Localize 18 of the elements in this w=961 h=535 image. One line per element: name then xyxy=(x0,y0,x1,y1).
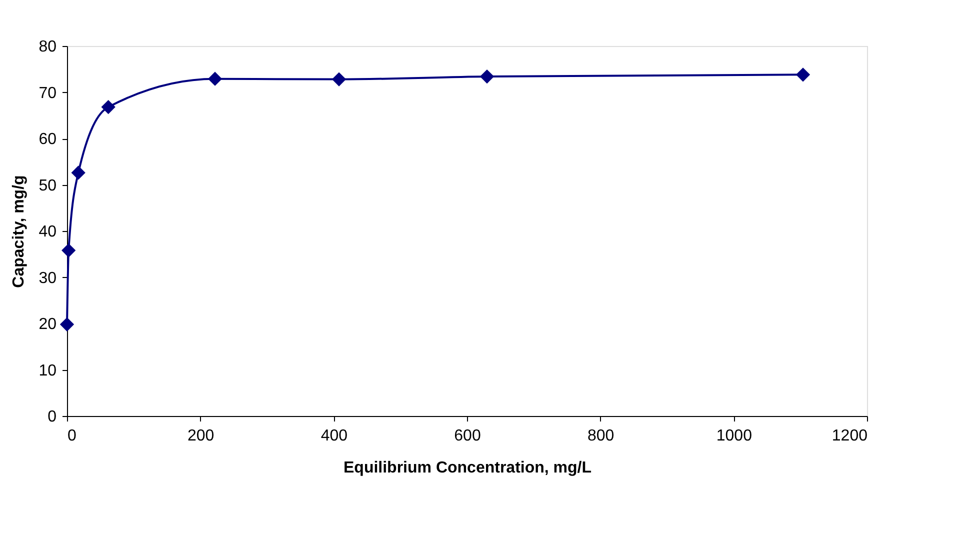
x-tick-label: 1200 xyxy=(832,428,868,444)
y-tick-label: 10 xyxy=(38,362,57,380)
x-tick-label: 800 xyxy=(587,428,614,444)
x-tick-label: 0 xyxy=(68,428,76,444)
x-tick-label: 600 xyxy=(454,428,481,444)
y-tick-label: 50 xyxy=(38,177,57,194)
y-tick-label: 80 xyxy=(38,38,57,56)
y-tick-label: 20 xyxy=(38,316,57,333)
x-tick-label: 1000 xyxy=(716,428,752,444)
y-axis-title: Capacity, mg/g xyxy=(10,175,28,288)
x-tick-label: 200 xyxy=(187,428,214,444)
y-tick-label: 30 xyxy=(38,270,57,287)
x-axis-title: Equilibrium Concentration, mg/L xyxy=(344,460,592,476)
y-tick-label: 70 xyxy=(38,84,57,102)
y-tick-label: 40 xyxy=(38,224,57,240)
y-tick-label: 0 xyxy=(48,408,57,426)
y-tick-label: 60 xyxy=(38,131,57,148)
x-tick-label: 400 xyxy=(320,428,348,444)
